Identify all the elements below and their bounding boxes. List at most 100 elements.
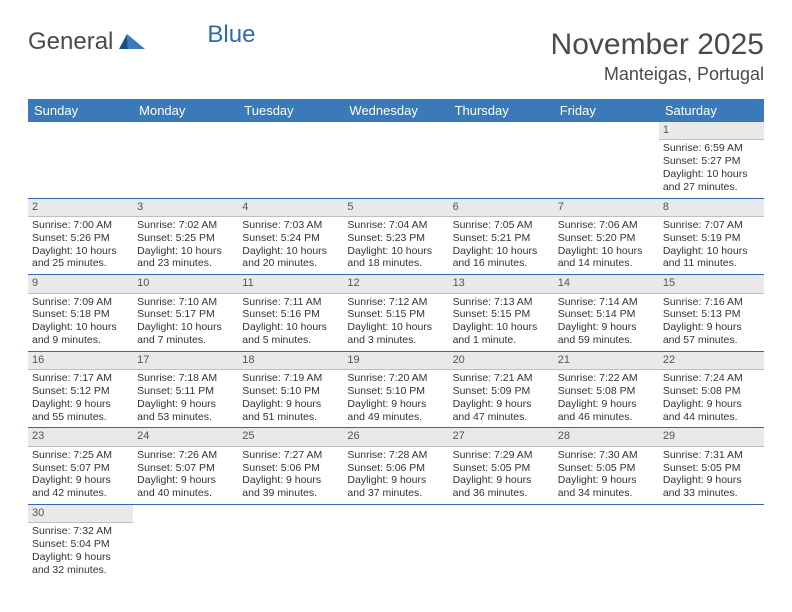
day-number: 8	[659, 199, 764, 217]
location: Manteigas, Portugal	[551, 64, 764, 85]
sunrise-text: Sunrise: 7:05 AM	[453, 219, 550, 232]
daylight-text-1: Daylight: 9 hours	[558, 474, 655, 487]
daylight-text-2: and 44 minutes.	[663, 411, 760, 424]
calendar-day-cell: 14Sunrise: 7:14 AMSunset: 5:14 PMDayligh…	[554, 275, 659, 352]
day-number: 29	[659, 428, 764, 446]
daylight-text-2: and 40 minutes.	[137, 487, 234, 500]
calendar-day-cell: 26Sunrise: 7:28 AMSunset: 5:06 PMDayligh…	[343, 428, 448, 505]
daylight-text-2: and 3 minutes.	[347, 334, 444, 347]
sunset-text: Sunset: 5:21 PM	[453, 232, 550, 245]
daylight-text-2: and 16 minutes.	[453, 257, 550, 270]
sunset-text: Sunset: 5:08 PM	[558, 385, 655, 398]
calendar-empty-cell	[659, 504, 764, 580]
day-number: 7	[554, 199, 659, 217]
day-body: Sunrise: 7:05 AMSunset: 5:21 PMDaylight:…	[449, 217, 554, 274]
day-body: Sunrise: 7:26 AMSunset: 5:07 PMDaylight:…	[133, 447, 238, 504]
sunrise-text: Sunrise: 7:27 AM	[242, 449, 339, 462]
sunrise-text: Sunrise: 7:19 AM	[242, 372, 339, 385]
sunrise-text: Sunrise: 7:18 AM	[137, 372, 234, 385]
day-number: 16	[28, 352, 133, 370]
calendar-day-cell: 6Sunrise: 7:05 AMSunset: 5:21 PMDaylight…	[449, 198, 554, 275]
day-number: 1	[659, 122, 764, 140]
sunset-text: Sunset: 5:06 PM	[242, 462, 339, 475]
daylight-text-2: and 11 minutes.	[663, 257, 760, 270]
day-body: Sunrise: 7:21 AMSunset: 5:09 PMDaylight:…	[449, 370, 554, 427]
calendar-day-cell: 24Sunrise: 7:26 AMSunset: 5:07 PMDayligh…	[133, 428, 238, 505]
sunrise-text: Sunrise: 7:30 AM	[558, 449, 655, 462]
calendar-day-cell: 4Sunrise: 7:03 AMSunset: 5:24 PMDaylight…	[238, 198, 343, 275]
sunset-text: Sunset: 5:11 PM	[137, 385, 234, 398]
day-body: Sunrise: 7:31 AMSunset: 5:05 PMDaylight:…	[659, 447, 764, 504]
daylight-text-1: Daylight: 9 hours	[347, 398, 444, 411]
calendar-day-cell: 15Sunrise: 7:16 AMSunset: 5:13 PMDayligh…	[659, 275, 764, 352]
calendar-empty-cell	[343, 122, 448, 198]
daylight-text-1: Daylight: 9 hours	[558, 398, 655, 411]
sunset-text: Sunset: 5:06 PM	[347, 462, 444, 475]
day-body: Sunrise: 7:22 AMSunset: 5:08 PMDaylight:…	[554, 370, 659, 427]
daylight-text-2: and 51 minutes.	[242, 411, 339, 424]
daylight-text-2: and 7 minutes.	[137, 334, 234, 347]
sunset-text: Sunset: 5:07 PM	[32, 462, 129, 475]
day-body: Sunrise: 7:24 AMSunset: 5:08 PMDaylight:…	[659, 370, 764, 427]
daylight-text-1: Daylight: 10 hours	[32, 245, 129, 258]
day-body: Sunrise: 7:04 AMSunset: 5:23 PMDaylight:…	[343, 217, 448, 274]
day-number: 11	[238, 275, 343, 293]
calendar-week-row: 30Sunrise: 7:32 AMSunset: 5:04 PMDayligh…	[28, 504, 764, 580]
daylight-text-1: Daylight: 9 hours	[663, 474, 760, 487]
daylight-text-2: and 9 minutes.	[32, 334, 129, 347]
daylight-text-2: and 49 minutes.	[347, 411, 444, 424]
day-body: Sunrise: 7:28 AMSunset: 5:06 PMDaylight:…	[343, 447, 448, 504]
daylight-text-2: and 42 minutes.	[32, 487, 129, 500]
sunset-text: Sunset: 5:19 PM	[663, 232, 760, 245]
day-number: 10	[133, 275, 238, 293]
sunset-text: Sunset: 5:10 PM	[242, 385, 339, 398]
sunrise-text: Sunrise: 7:28 AM	[347, 449, 444, 462]
sunset-text: Sunset: 5:16 PM	[242, 308, 339, 321]
calendar-week-row: 2Sunrise: 7:00 AMSunset: 5:26 PMDaylight…	[28, 198, 764, 275]
daylight-text-2: and 27 minutes.	[663, 181, 760, 194]
calendar-day-cell: 18Sunrise: 7:19 AMSunset: 5:10 PMDayligh…	[238, 351, 343, 428]
day-body: Sunrise: 7:09 AMSunset: 5:18 PMDaylight:…	[28, 294, 133, 351]
daylight-text-1: Daylight: 9 hours	[137, 398, 234, 411]
calendar-day-cell: 28Sunrise: 7:30 AMSunset: 5:05 PMDayligh…	[554, 428, 659, 505]
daylight-text-2: and 1 minute.	[453, 334, 550, 347]
sunset-text: Sunset: 5:23 PM	[347, 232, 444, 245]
day-body: Sunrise: 7:25 AMSunset: 5:07 PMDaylight:…	[28, 447, 133, 504]
day-number: 14	[554, 275, 659, 293]
daylight-text-1: Daylight: 10 hours	[453, 321, 550, 334]
daylight-text-1: Daylight: 10 hours	[347, 321, 444, 334]
day-body: Sunrise: 7:17 AMSunset: 5:12 PMDaylight:…	[28, 370, 133, 427]
calendar-week-row: 9Sunrise: 7:09 AMSunset: 5:18 PMDaylight…	[28, 275, 764, 352]
sunset-text: Sunset: 5:18 PM	[32, 308, 129, 321]
daylight-text-2: and 55 minutes.	[32, 411, 129, 424]
daylight-text-2: and 18 minutes.	[347, 257, 444, 270]
daylight-text-1: Daylight: 9 hours	[32, 474, 129, 487]
sunrise-text: Sunrise: 7:14 AM	[558, 296, 655, 309]
calendar-day-cell: 5Sunrise: 7:04 AMSunset: 5:23 PMDaylight…	[343, 198, 448, 275]
calendar-day-cell: 8Sunrise: 7:07 AMSunset: 5:19 PMDaylight…	[659, 198, 764, 275]
calendar-empty-cell	[238, 504, 343, 580]
daylight-text-1: Daylight: 10 hours	[137, 321, 234, 334]
daylight-text-2: and 36 minutes.	[453, 487, 550, 500]
daylight-text-1: Daylight: 10 hours	[347, 245, 444, 258]
sunset-text: Sunset: 5:26 PM	[32, 232, 129, 245]
daylight-text-2: and 25 minutes.	[32, 257, 129, 270]
sunset-text: Sunset: 5:27 PM	[663, 155, 760, 168]
sunrise-text: Sunrise: 7:00 AM	[32, 219, 129, 232]
day-body: Sunrise: 7:02 AMSunset: 5:25 PMDaylight:…	[133, 217, 238, 274]
daylight-text-1: Daylight: 9 hours	[663, 321, 760, 334]
weekday-header: SundayMondayTuesdayWednesdayThursdayFrid…	[28, 99, 764, 122]
sunrise-text: Sunrise: 7:12 AM	[347, 296, 444, 309]
daylight-text-2: and 23 minutes.	[137, 257, 234, 270]
day-number: 5	[343, 199, 448, 217]
daylight-text-1: Daylight: 9 hours	[137, 474, 234, 487]
weekday-header-cell: Friday	[554, 99, 659, 122]
logo-text-general: General	[28, 28, 113, 56]
day-number: 3	[133, 199, 238, 217]
day-number: 27	[449, 428, 554, 446]
calendar-day-cell: 25Sunrise: 7:27 AMSunset: 5:06 PMDayligh…	[238, 428, 343, 505]
day-number: 2	[28, 199, 133, 217]
sunrise-text: Sunrise: 7:32 AM	[32, 525, 129, 538]
daylight-text-2: and 47 minutes.	[453, 411, 550, 424]
day-number: 12	[343, 275, 448, 293]
